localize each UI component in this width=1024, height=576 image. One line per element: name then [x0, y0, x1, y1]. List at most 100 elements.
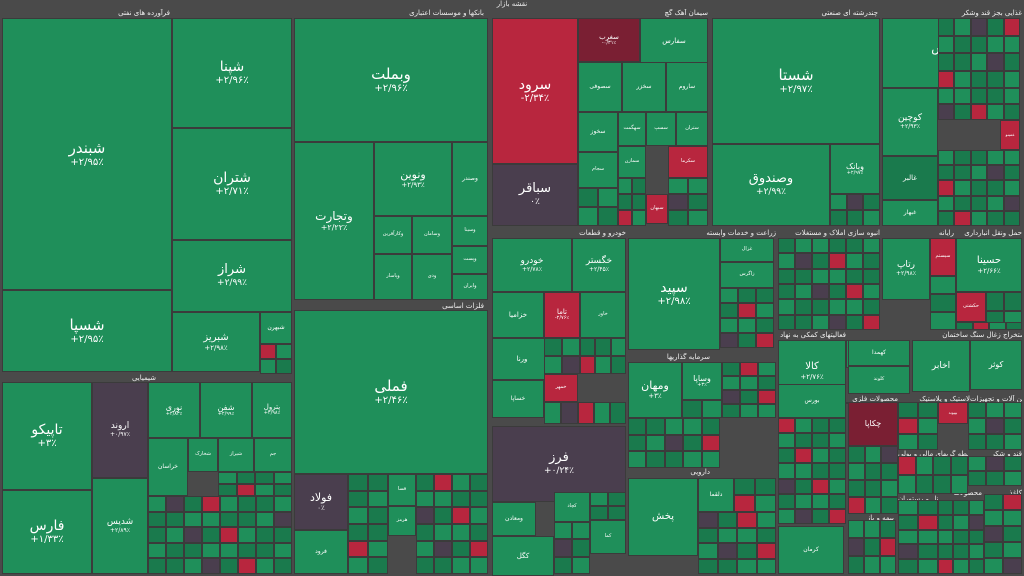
small-tile[interactable]	[470, 474, 488, 491]
tile-vina[interactable]: ورنا	[492, 338, 552, 380]
small-tile[interactable]	[970, 53, 988, 71]
tile-sefars[interactable]: سفارس	[640, 18, 708, 64]
small-tile[interactable]	[795, 268, 812, 284]
small-tile[interactable]	[830, 210, 847, 226]
small-tile[interactable]	[830, 194, 847, 210]
small-tile[interactable]	[795, 433, 812, 449]
small-tile[interactable]	[1003, 542, 1022, 558]
small-tile[interactable]	[561, 402, 578, 424]
tile-jam[interactable]: جم	[254, 438, 292, 472]
small-tile[interactable]	[184, 496, 202, 512]
small-tile[interactable]	[166, 542, 184, 559]
small-tile[interactable]	[1004, 402, 1022, 418]
small-tile[interactable]	[938, 165, 955, 181]
tile-sabaqer[interactable]: سباقر ۰٪	[492, 164, 578, 226]
small-tile[interactable]	[184, 558, 202, 574]
tile-kahmaa[interactable]: کهمدا	[848, 340, 910, 366]
tile-khodro[interactable]: خودرو +۲/۷۸٪	[492, 238, 572, 292]
small-tile[interactable]	[898, 418, 918, 434]
small-tile[interactable]	[848, 480, 865, 497]
small-tile[interactable]	[701, 434, 720, 452]
small-tile[interactable]	[740, 390, 758, 404]
small-tile[interactable]	[434, 490, 452, 508]
small-tile[interactable]	[416, 507, 434, 524]
small-tile[interactable]	[987, 165, 1004, 181]
small-tile[interactable]	[984, 526, 1003, 542]
small-tile[interactable]	[987, 70, 1004, 88]
small-tile[interactable]	[720, 288, 738, 303]
small-tile[interactable]	[863, 268, 880, 284]
small-tile[interactable]	[470, 490, 488, 508]
small-tile[interactable]	[544, 402, 561, 424]
tile-kochin[interactable]: کوچین +۲/۹۳٪	[882, 88, 938, 156]
small-tile[interactable]	[368, 540, 388, 558]
small-tile[interactable]	[846, 194, 864, 210]
small-tile[interactable]	[795, 463, 812, 479]
small-tile[interactable]	[778, 433, 795, 449]
small-tile[interactable]	[829, 478, 846, 494]
tile-khomehr[interactable]: خمهر	[544, 374, 578, 402]
small-tile[interactable]	[738, 288, 756, 303]
small-tile[interactable]	[1004, 292, 1022, 311]
small-tile[interactable]	[863, 238, 880, 254]
small-tile[interactable]	[1004, 418, 1022, 434]
small-tile[interactable]	[898, 456, 916, 475]
small-tile[interactable]	[590, 492, 608, 506]
small-tile[interactable]	[984, 494, 1003, 510]
small-tile[interactable]	[236, 484, 255, 496]
small-tile[interactable]	[987, 18, 1004, 36]
small-tile[interactable]	[738, 333, 756, 348]
small-tile[interactable]	[702, 400, 722, 418]
small-tile[interactable]	[846, 238, 863, 254]
small-tile[interactable]	[452, 524, 470, 541]
small-tile[interactable]	[864, 538, 880, 556]
small-tile[interactable]	[812, 284, 829, 300]
small-tile[interactable]	[987, 104, 1004, 120]
small-tile[interactable]	[954, 18, 971, 36]
small-tile[interactable]	[846, 268, 863, 284]
tile-shebriz[interactable]: شبریز +۲/۹۸٪	[172, 312, 260, 372]
small-tile[interactable]	[238, 496, 256, 512]
small-tile[interactable]	[970, 210, 988, 226]
tile-ghebehshahr[interactable]: غبهار	[882, 200, 938, 226]
small-tile[interactable]	[184, 511, 202, 528]
tile-shebandar[interactable]: شبندر +۲/۹۵٪	[2, 18, 172, 290]
small-tile[interactable]	[938, 195, 955, 211]
small-tile[interactable]	[452, 474, 470, 491]
small-tile[interactable]	[986, 456, 1004, 471]
small-tile[interactable]	[795, 418, 812, 434]
small-tile[interactable]	[717, 527, 737, 543]
small-tile[interactable]	[166, 558, 184, 574]
small-tile[interactable]	[273, 484, 292, 496]
small-tile[interactable]	[880, 556, 896, 574]
small-tile[interactable]	[740, 362, 758, 376]
small-tile[interactable]	[698, 543, 718, 559]
small-tile[interactable]	[829, 314, 846, 330]
small-tile[interactable]	[594, 402, 610, 424]
tile-vasapa[interactable]: وساپا +۳٪	[682, 362, 722, 400]
small-tile[interactable]	[954, 88, 971, 104]
small-tile[interactable]	[368, 474, 388, 491]
small-tile[interactable]	[930, 294, 956, 312]
small-tile[interactable]	[148, 558, 166, 574]
small-tile[interactable]	[956, 322, 973, 330]
small-tile[interactable]	[812, 314, 829, 330]
small-tile[interactable]	[846, 299, 863, 315]
tile-vasaman[interactable]: وسامان	[412, 216, 452, 254]
small-tile[interactable]	[778, 284, 795, 300]
tile-sepid[interactable]: سپید +۲/۹۸٪	[628, 238, 720, 350]
tile-shasta[interactable]: شستا +۲/۹۷٪	[712, 18, 880, 144]
small-tile[interactable]	[756, 527, 776, 543]
small-tile[interactable]	[470, 557, 488, 574]
small-tile[interactable]	[220, 527, 238, 543]
small-tile[interactable]	[918, 434, 938, 450]
small-tile[interactable]	[598, 207, 618, 226]
small-tile[interactable]	[918, 544, 938, 560]
small-tile[interactable]	[863, 210, 880, 226]
small-tile[interactable]	[970, 18, 988, 36]
small-tile[interactable]	[778, 253, 795, 269]
small-tile[interactable]	[416, 474, 434, 491]
small-tile[interactable]	[864, 480, 882, 497]
small-tile[interactable]	[950, 456, 968, 475]
tile-hasina[interactable]: حسینا +۲/۶۶٪	[956, 238, 1022, 292]
